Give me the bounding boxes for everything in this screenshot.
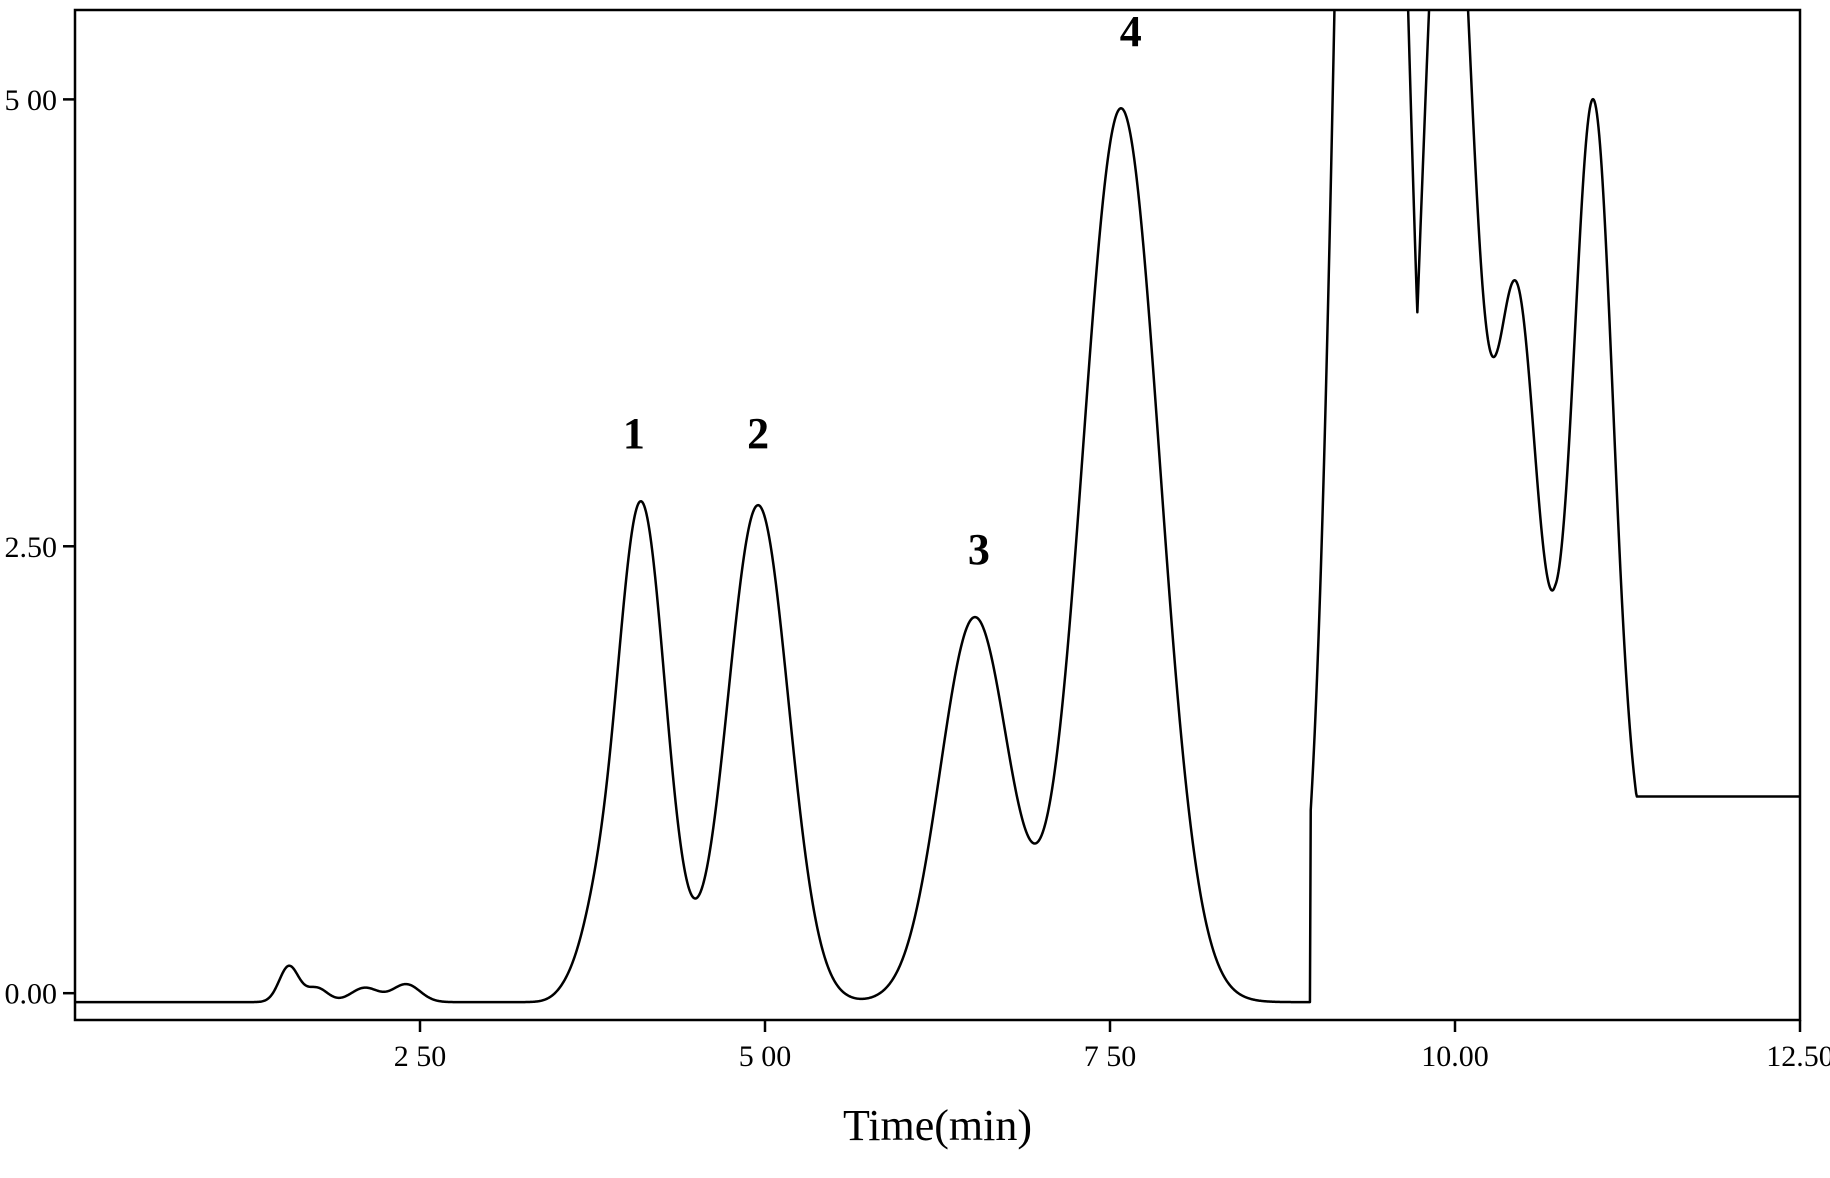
peak-label: 1 — [623, 409, 645, 458]
y-axis-ticks: 0.00 2.50 5 00 — [5, 84, 76, 1011]
x-tick-label: 2 50 — [394, 1040, 447, 1073]
peak-label: 3 — [968, 525, 990, 574]
x-tick-label: 12.50 — [1766, 1040, 1830, 1073]
x-tick-label: 7 50 — [1084, 1040, 1137, 1073]
x-axis-title: Time(min) — [843, 1101, 1032, 1150]
peak-label: 2 — [747, 409, 769, 458]
y-tick-label: 5 00 — [5, 84, 58, 117]
y-tick-label: 0.00 — [5, 978, 58, 1011]
x-tick-label: 10.00 — [1421, 1040, 1489, 1073]
chromatogram-trace — [75, 0, 1800, 1002]
y-tick-label: 2.50 — [5, 531, 58, 564]
x-axis-ticks: 2 50 5 00 7 50 10.00 12.50 — [394, 1020, 1830, 1073]
peak-labels: 1 2 3 4 — [623, 7, 1142, 574]
peak-label: 4 — [1120, 7, 1142, 56]
chromatogram-chart: 0.00 2.50 5 00 2 50 5 00 7 50 10.00 12.50 1 2 3 4… — [0, 0, 1830, 1178]
x-tick-label: 5 00 — [739, 1040, 792, 1073]
